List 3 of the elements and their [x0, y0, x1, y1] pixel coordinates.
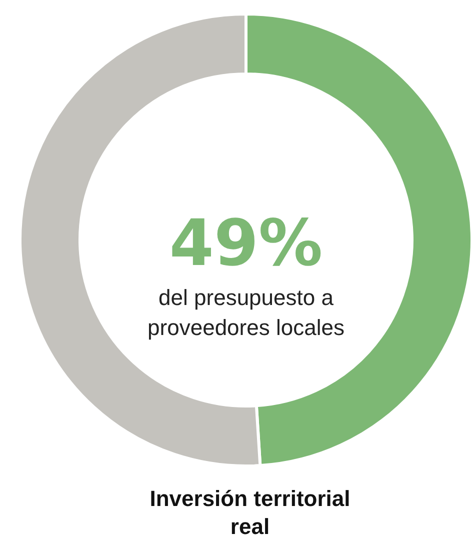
text: del presupuesto a proveedores locales: [148, 285, 344, 340]
text: Inversión territorial real: [150, 486, 350, 539]
data-label: 49%: [169, 207, 323, 281]
